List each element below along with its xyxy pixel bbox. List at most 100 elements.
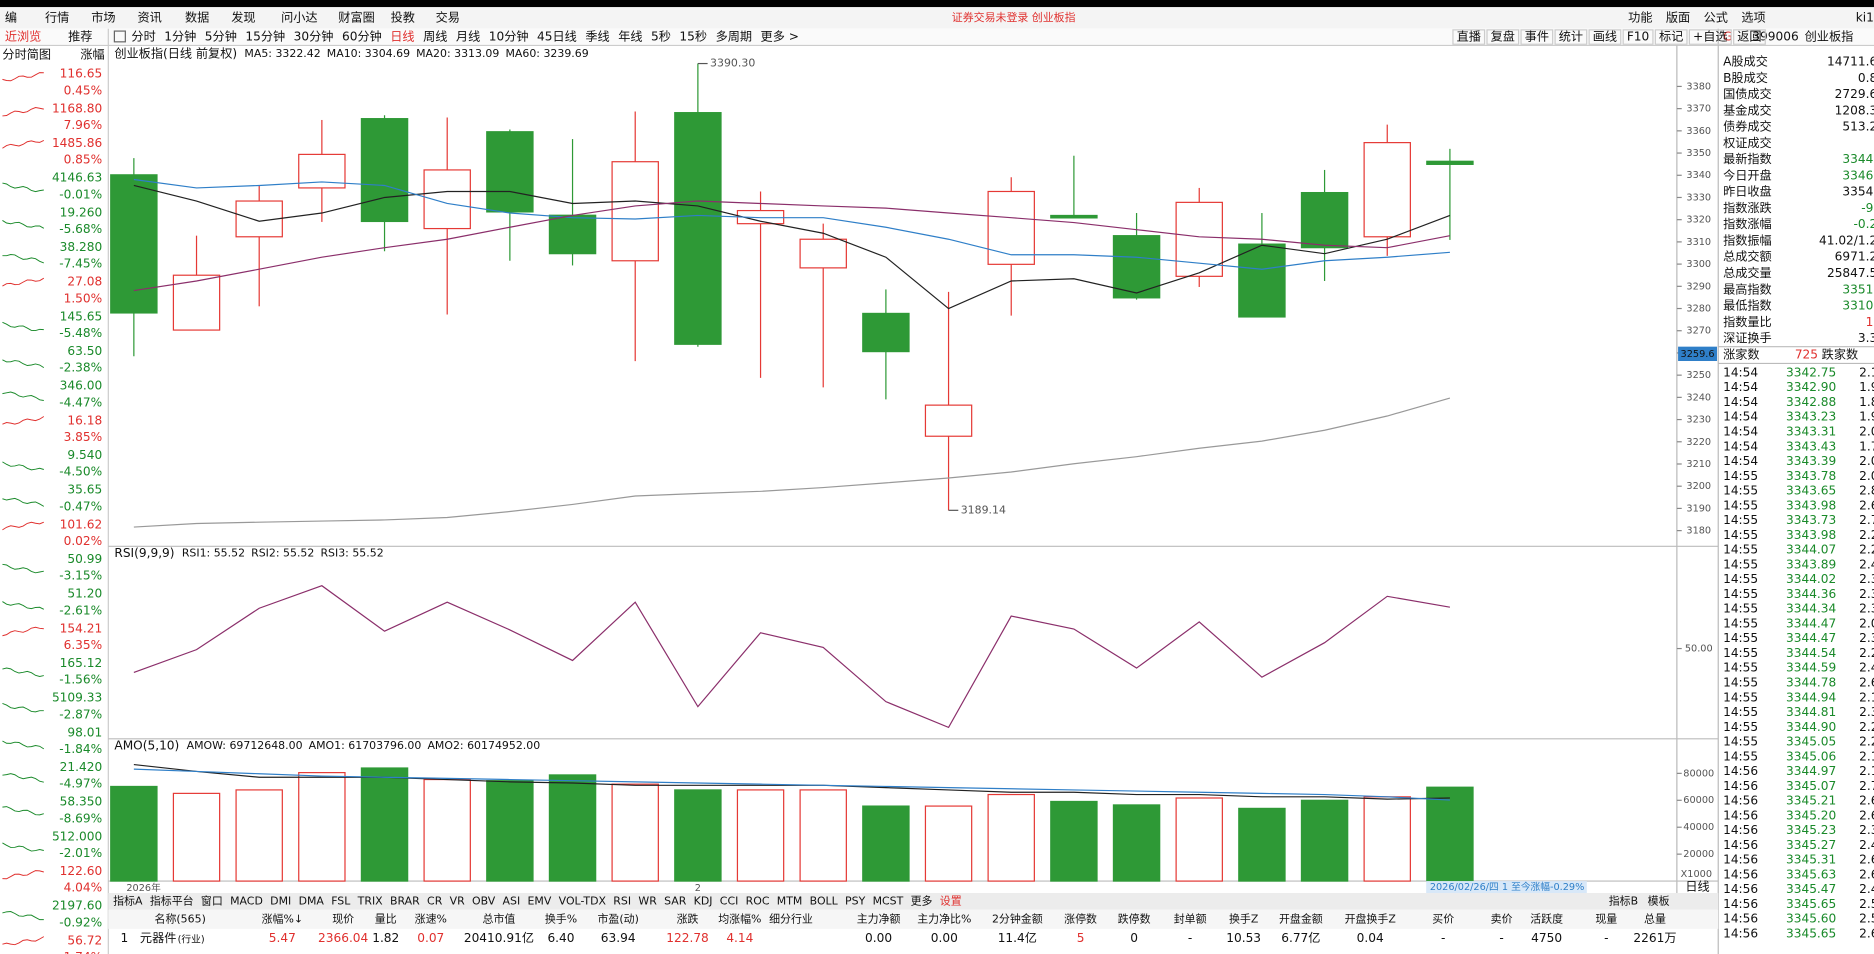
menu-item[interactable]: 公式 (1704, 10, 1728, 24)
menu-item[interactable]: 行情 (45, 10, 69, 24)
indicator-tab[interactable]: 指标B (1609, 893, 1638, 907)
menu-item[interactable]: 问小达 (281, 10, 317, 24)
table-header[interactable]: 涨停数 (1064, 911, 1097, 925)
indicator-tab[interactable]: EMV (528, 894, 552, 907)
indicator-tab[interactable]: RSI (613, 894, 631, 907)
table-header[interactable]: 换手% (545, 911, 577, 925)
indicator-tab[interactable]: 指标A (113, 893, 143, 907)
table-header[interactable]: 量比 (375, 912, 397, 925)
menu-item[interactable]: 资讯 (138, 10, 162, 24)
menu-item[interactable]: 版面 (1666, 10, 1690, 24)
indicator-tab[interactable]: CR (427, 894, 443, 907)
indicator-tab[interactable]: 更多 (911, 893, 933, 907)
period-tab[interactable]: 15分钟 (245, 29, 285, 44)
period-tab[interactable]: 10分钟 (489, 29, 529, 44)
table-header[interactable]: 总市值 (483, 911, 516, 925)
table-header[interactable]: 细分行业 (769, 912, 813, 925)
table-header[interactable]: 涨速% (415, 912, 447, 925)
menu-item[interactable]: 交易 (436, 10, 460, 25)
tool-button[interactable]: 事件 (1525, 30, 1549, 44)
period-tab[interactable]: 分时 (131, 30, 155, 44)
table-header[interactable]: 开盘换手Z (1345, 911, 1396, 925)
period-tab[interactable]: 1分钟 (164, 29, 196, 44)
indicator-tab[interactable]: SAR (664, 894, 687, 907)
table-header[interactable]: 现量 (1595, 912, 1617, 925)
menu-item[interactable]: 选项 (1741, 10, 1765, 24)
tool-button[interactable]: F10 (1627, 30, 1649, 44)
indicator-tab[interactable]: MCST (873, 894, 904, 907)
period-tab[interactable]: 15秒 (679, 30, 707, 44)
tool-button[interactable]: 返回 (1737, 30, 1761, 44)
indicator-tab[interactable]: VR (450, 894, 466, 907)
indicator-tab[interactable]: 窗口 (201, 893, 223, 907)
indicator-tab[interactable]: 模板 (1648, 893, 1670, 907)
period-tab[interactable]: 60分钟 (342, 29, 382, 44)
indicator-tab[interactable]: MTM (777, 894, 803, 907)
period-tab[interactable]: 5分钟 (205, 29, 237, 44)
period-tab[interactable]: 更多 > (761, 30, 799, 44)
menu-item[interactable]: 财富圈 (338, 10, 374, 25)
table-header[interactable]: 2分钟金额 (992, 911, 1043, 925)
menu-item[interactable]: 编 (5, 10, 17, 25)
indicator-tab[interactable]: PSY (845, 894, 866, 907)
table-header[interactable]: 封单额 (1174, 911, 1207, 925)
tool-button[interactable]: 画线 (1593, 30, 1617, 44)
indicator-tab[interactable]: ROC (746, 894, 770, 907)
table-header[interactable]: 名称(565) (155, 911, 206, 925)
menu-item[interactable]: 发现 (231, 10, 255, 25)
indicator-tab[interactable]: CCI (720, 894, 739, 907)
row-name[interactable]: 元器件 (140, 931, 176, 945)
period-tab[interactable]: 5秒 (651, 30, 671, 44)
indicator-tab[interactable]: OBV (472, 894, 496, 907)
indicator-tab[interactable]: BOLL (810, 894, 838, 907)
table-header[interactable]: 跌停数 (1118, 911, 1151, 925)
indicator-tab[interactable]: ASI (503, 894, 521, 907)
indicator-tab[interactable]: 设置 (940, 894, 962, 907)
period-tab[interactable]: 月线 (456, 30, 480, 44)
sparkline (2, 277, 45, 287)
table-header[interactable]: 总量 (1644, 911, 1666, 925)
table-header[interactable]: 市盈(动) (597, 911, 638, 925)
indicator-tab[interactable]: DMA (299, 894, 325, 907)
period-tab[interactable]: 多周期 (716, 30, 752, 44)
table-header[interactable]: 涨跌 (677, 911, 699, 925)
toggle-icon[interactable] (113, 30, 126, 43)
indicator-tab[interactable]: KDJ (694, 894, 713, 907)
watch-tab[interactable]: 近浏览 (5, 29, 41, 44)
table-header[interactable]: 主力净额 (857, 911, 901, 925)
indicator-tab[interactable]: TRIX (357, 894, 384, 907)
table-header[interactable]: 活跃度 (1530, 911, 1563, 925)
menu-item[interactable]: 市场 (91, 10, 115, 25)
menu-item[interactable]: 功能 (1628, 10, 1652, 24)
indicator-tab[interactable]: WR (638, 894, 657, 907)
tool-button[interactable]: 复盘 (1491, 29, 1515, 44)
table-header[interactable]: 主力净比% (917, 911, 971, 925)
indicator-tab[interactable]: BRAR (390, 894, 420, 907)
tool-button[interactable]: +自选 (1693, 30, 1728, 44)
table-header[interactable]: 现价 (332, 912, 354, 925)
indicator-tab[interactable]: MACD (230, 894, 263, 907)
indicator-tab[interactable]: VOL-TDX (559, 894, 607, 907)
table-header[interactable]: 买价 (1432, 912, 1454, 925)
indicator-tab[interactable]: FSL (331, 894, 350, 907)
indicator-tab[interactable]: 指标平台 (150, 893, 194, 907)
table-header[interactable]: 开盘金额 (1279, 911, 1323, 925)
table-header[interactable]: 均涨幅% (718, 912, 761, 925)
period-tab[interactable]: 年线 (618, 30, 642, 44)
period-tab[interactable]: 45日线 (537, 30, 577, 44)
period-tab[interactable]: 30分钟 (294, 29, 334, 44)
table-cell: 6.40 (547, 931, 574, 945)
period-tab[interactable]: 季线 (585, 30, 609, 44)
period-tab[interactable]: 日线 (390, 30, 414, 44)
menu-item[interactable]: 投教 (391, 10, 415, 25)
indicator-tab[interactable]: DMI (270, 894, 291, 907)
tool-button[interactable]: 统计 (1559, 30, 1583, 44)
watch-tab[interactable]: 推荐 (68, 30, 92, 44)
period-tab[interactable]: 周线 (423, 30, 447, 44)
tool-button[interactable]: 直播 (1457, 30, 1481, 44)
table-header[interactable]: 换手Z (1229, 911, 1258, 925)
menu-item[interactable]: 数据 (185, 10, 209, 25)
table-header[interactable]: 涨幅%↓ (262, 912, 303, 925)
table-header[interactable]: 卖价 (1491, 912, 1513, 925)
tool-button[interactable]: 标记 (1659, 30, 1683, 44)
